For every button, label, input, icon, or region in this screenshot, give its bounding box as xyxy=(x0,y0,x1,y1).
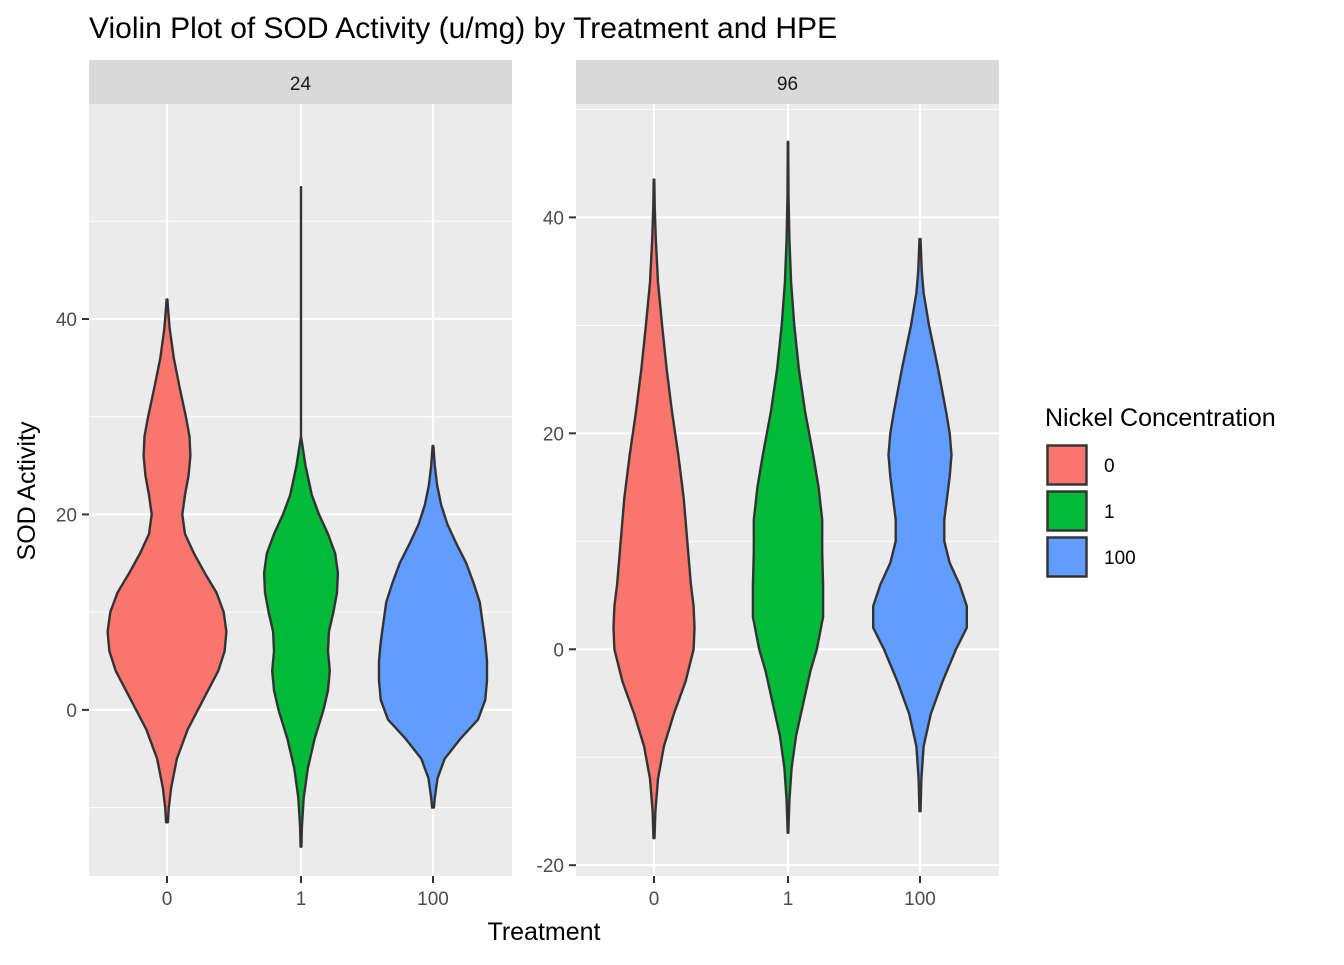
legend-title: Nickel Concentration xyxy=(1045,404,1276,432)
x-tick-label: 1 xyxy=(783,889,794,910)
facet-strip-label: 96 xyxy=(777,74,798,95)
facet-panels: 24 0 20 40 0 1 100 96 -20 0 20 40 0 1 100 xyxy=(56,60,999,910)
x-tick-label: 0 xyxy=(162,889,173,910)
y-tick-label: 20 xyxy=(56,505,77,526)
x-tick-label: 100 xyxy=(417,889,449,910)
y-tick-label: 0 xyxy=(66,701,77,722)
legend: Nickel Concentration 0 1 100 xyxy=(1045,404,1276,578)
x-tick-label: 1 xyxy=(296,889,307,910)
violin-24-0 xyxy=(106,298,228,824)
x-tick-label: 100 xyxy=(904,889,936,910)
violin-96-0 xyxy=(612,178,696,840)
y-tick-label: -20 xyxy=(537,856,564,877)
legend-label: 100 xyxy=(1104,548,1136,569)
x-axis-title: Treatment xyxy=(487,918,600,946)
y-tick-label: 40 xyxy=(543,208,564,229)
panel-24: 24 0 20 40 0 1 100 xyxy=(56,60,512,910)
x-tick-label: 0 xyxy=(649,889,660,910)
y-axis-title: SOD Activity xyxy=(13,421,41,560)
facet-strip-label: 24 xyxy=(290,74,312,95)
violin-24-100 xyxy=(377,444,489,809)
facet-strip xyxy=(576,60,999,104)
facet-strip xyxy=(89,60,512,104)
panel-96: 96 -20 0 20 40 0 1 100 xyxy=(537,60,999,910)
legend-label: 0 xyxy=(1104,456,1115,477)
violin-24-1 xyxy=(262,185,340,848)
legend-label: 1 xyxy=(1104,502,1115,523)
chart-title: Violin Plot of SOD Activity (u/mg) by Tr… xyxy=(89,12,837,45)
legend-swatch xyxy=(1046,536,1088,578)
y-tick-label: 40 xyxy=(56,310,77,331)
y-tick-label: 20 xyxy=(543,424,564,445)
y-tick-label: 0 xyxy=(553,640,564,661)
legend-swatch xyxy=(1046,490,1088,532)
violin-96-1 xyxy=(751,140,825,834)
violin-96-100 xyxy=(872,237,968,813)
legend-swatch xyxy=(1046,444,1088,486)
